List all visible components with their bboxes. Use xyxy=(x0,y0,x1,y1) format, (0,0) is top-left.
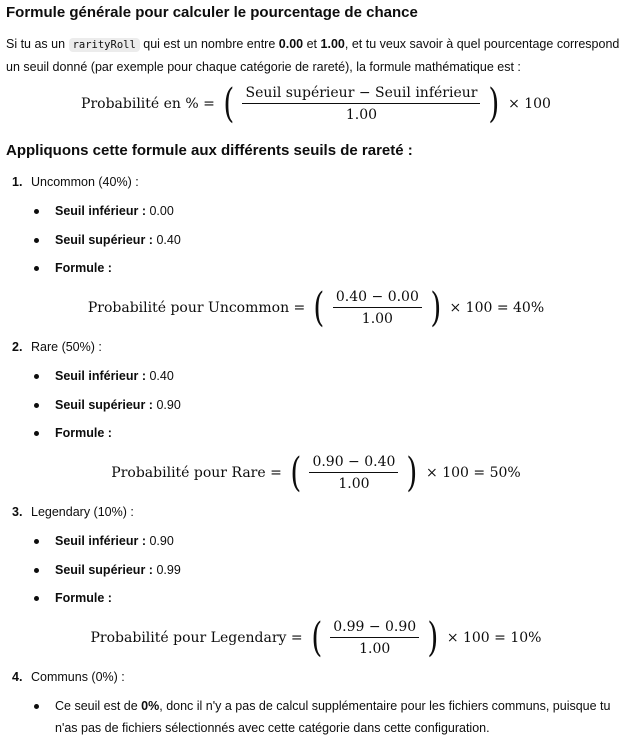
list-item: Ce seuil est de 0%, donc il n'y a pas de… xyxy=(55,695,625,739)
note-value: 0% xyxy=(141,699,160,713)
formula-lhs: Probabilité pour Rare = xyxy=(111,465,282,481)
legendary-formula: Probabilité pour Legendary = ( 0.99 − 0.… xyxy=(6,618,626,658)
right-paren-icon: ) xyxy=(488,81,500,127)
fraction-denominator: 1.00 xyxy=(359,641,391,657)
list-item: Seuil inférieur : 0.90 xyxy=(55,534,174,548)
bullet-icon xyxy=(34,704,39,709)
upper-label: Seuil supérieur : xyxy=(55,563,153,577)
list-item: Formule : xyxy=(55,591,112,605)
fraction-denominator: 1.00 xyxy=(345,107,378,123)
lower-value: 0.00 xyxy=(149,204,174,218)
fraction-denominator: 1.00 xyxy=(338,476,370,492)
upper-value: 0.40 xyxy=(156,233,181,247)
general-formula: Probabilité en % = ( Seuil supérieur − S… xyxy=(6,84,626,124)
lower-label: Seuil inférieur : xyxy=(55,369,146,383)
lower-label: Seuil inférieur : xyxy=(55,204,146,218)
formula-fraction: 0.99 − 0.90 1.00 xyxy=(330,619,420,657)
list-item: Seuil supérieur : 0.99 xyxy=(55,563,181,577)
lower-value: 0.90 xyxy=(149,534,174,548)
upper-label: Seuil supérieur : xyxy=(55,233,153,247)
upper-value: 0.99 xyxy=(156,563,181,577)
formula-fraction: 0.90 − 0.40 1.00 xyxy=(309,454,399,492)
intro-text: Si tu as un xyxy=(6,37,66,51)
bullet-icon xyxy=(34,596,39,601)
formula-rhs: × 100 = 40% xyxy=(449,300,545,316)
bullet-icon xyxy=(34,238,39,243)
list-number: 3. xyxy=(12,505,23,519)
rare-formula: Probabilité pour Rare = ( 0.90 − 0.40 1.… xyxy=(6,453,626,493)
list-number: 4. xyxy=(12,670,23,684)
list-item-label: Communs (0%) : xyxy=(31,670,125,684)
formula-lhs: Probabilité pour Uncommon = xyxy=(87,300,306,316)
formula-rhs: × 100 = 10% xyxy=(446,630,542,646)
intro-value: 0.00 xyxy=(278,37,304,51)
intro-paragraph: Si tu as un rarityRoll qui est un nombre… xyxy=(6,33,622,78)
bullet-icon xyxy=(34,374,39,379)
list-item: Seuil supérieur : 0.40 xyxy=(55,233,181,247)
upper-label: Seuil supérieur : xyxy=(55,398,153,412)
left-paren-icon: ( xyxy=(313,285,325,331)
list-item: Formule : xyxy=(55,261,112,275)
list-item-label: Rare (50%) : xyxy=(31,340,102,354)
formula-label: Formule : xyxy=(55,591,112,605)
list-item: Seuil inférieur : 0.40 xyxy=(55,369,174,383)
formula-fraction: Seuil supérieur − Seuil inférieur 1.00 xyxy=(242,85,481,123)
formula-label: Formule : xyxy=(55,426,112,440)
list-item: Formule : xyxy=(55,426,112,440)
intro-text: , et tu veux savoir à quel pourcentage c… xyxy=(6,37,620,74)
section-title: Formule générale pour calculer le pource… xyxy=(6,4,418,21)
upper-value: 0.90 xyxy=(156,398,181,412)
lower-label: Seuil inférieur : xyxy=(55,534,146,548)
right-paren-icon: ) xyxy=(427,615,439,661)
list-item: Seuil supérieur : 0.90 xyxy=(55,398,181,412)
left-paren-icon: ( xyxy=(223,81,235,127)
formula-fraction: 0.40 − 0.00 1.00 xyxy=(332,289,422,327)
fraction-numerator: Seuil supérieur − Seuil inférieur xyxy=(242,85,481,104)
right-paren-icon: ) xyxy=(406,450,418,496)
bullet-icon xyxy=(34,266,39,271)
formula-rhs: × 100 = 50% xyxy=(426,465,521,481)
left-paren-icon: ( xyxy=(290,450,302,496)
formula-lhs: Probabilité en % = xyxy=(81,96,215,112)
uncommon-formula: Probabilité pour Uncommon = ( 0.40 − 0.0… xyxy=(6,288,626,328)
list-number: 1. xyxy=(12,175,23,189)
fraction-denominator: 1.00 xyxy=(361,311,393,327)
bullet-icon xyxy=(34,539,39,544)
list-item-label: Uncommon (40%) : xyxy=(31,175,139,189)
lower-value: 0.40 xyxy=(149,369,174,383)
list-number: 2. xyxy=(12,340,23,354)
bullet-icon xyxy=(34,431,39,436)
note-text: , donc il n'y a pas de calcul supplément… xyxy=(55,699,611,735)
formula-rhs: × 100 xyxy=(508,96,551,112)
right-paren-icon: ) xyxy=(430,285,442,331)
intro-text: et xyxy=(306,37,318,51)
formula-label: Formule : xyxy=(55,261,112,275)
fraction-numerator: 0.99 − 0.90 xyxy=(330,619,420,638)
intro-value: 1.00 xyxy=(320,37,345,51)
inline-code: rarityRoll xyxy=(68,38,140,52)
section-subtitle: Appliquons cette formule aux différents … xyxy=(6,142,413,159)
list-item: Seuil inférieur : 0.00 xyxy=(55,204,174,218)
list-item-label: Legendary (10%) : xyxy=(31,505,134,519)
intro-text: qui est un nombre entre xyxy=(143,37,276,51)
fraction-numerator: 0.90 − 0.40 xyxy=(309,454,399,473)
note-text: Ce seuil est de xyxy=(55,699,138,713)
bullet-icon xyxy=(34,568,39,573)
bullet-icon xyxy=(34,209,39,214)
left-paren-icon: ( xyxy=(310,615,322,661)
formula-lhs: Probabilité pour Legendary = xyxy=(90,630,303,646)
bullet-icon xyxy=(34,403,39,408)
fraction-numerator: 0.40 − 0.00 xyxy=(332,289,422,308)
